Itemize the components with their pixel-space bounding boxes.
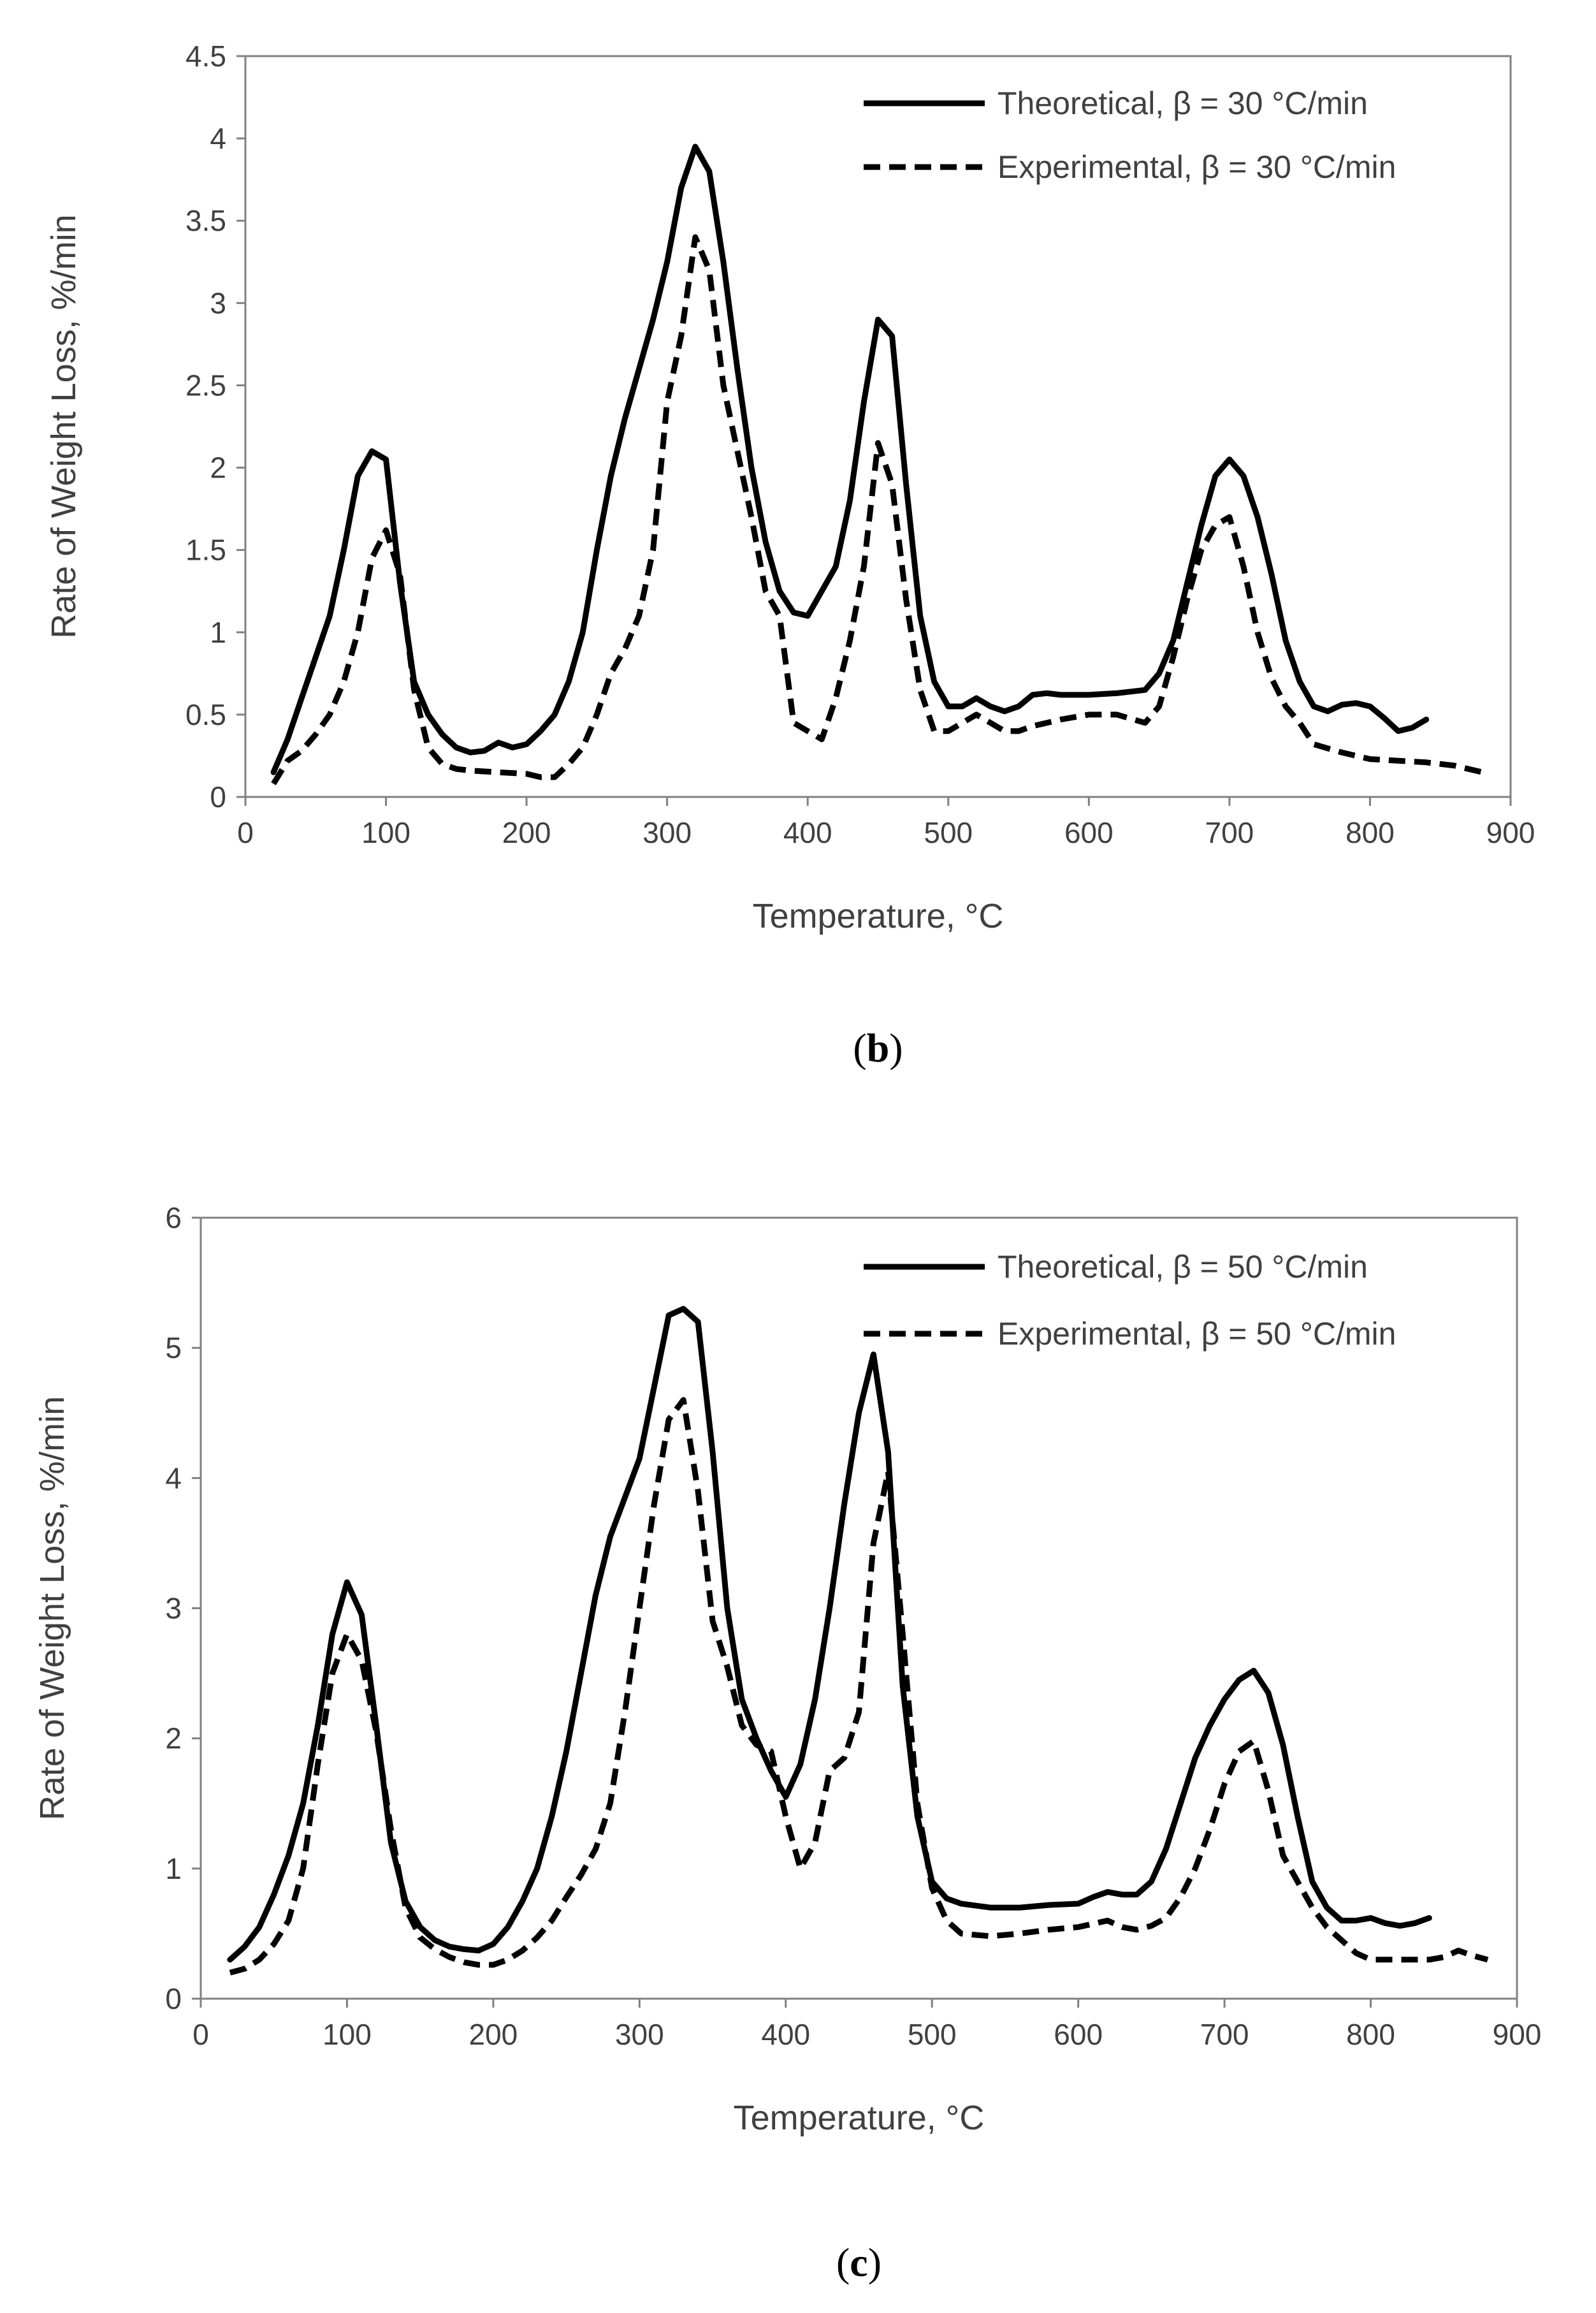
x-tick-label: 200 [469,2018,518,2051]
y-tick-label: 2.5 [185,368,226,402]
legend: Theoretical, β = 50 °C/min Experimental,… [864,1249,1396,1352]
x-tick-label: 900 [1493,2018,1542,2051]
legend: Theoretical, β = 30 °C/min Experimental,… [864,85,1396,185]
legend-label-experimental: Experimental, β = 30 °C/min [998,149,1396,185]
caption-letter: c [850,2240,867,2285]
caption-close-paren: ) [868,2240,881,2285]
x-tick-label: 900 [1486,816,1535,849]
panel-caption: (b) [853,1025,903,1070]
plot-area-frame [244,55,1512,798]
y-tick-label: 0 [210,780,226,814]
x-tick-label: 400 [761,2018,810,2051]
series-line-theoretical [270,143,1430,775]
series-line-experimental [271,234,1483,785]
x-tick-label: 200 [502,816,551,849]
axis-ticks [192,1216,1518,2008]
caption-close-paren: ) [889,1025,903,1070]
x-tick-label: 500 [924,816,973,849]
chart-panel-b: 0 100 200 300 400 500 600 700 800 900 0 … [45,40,1535,1070]
x-tick-label: 300 [642,816,692,849]
y-tick-label: 3 [165,1592,182,1625]
y-tick-label: 4 [210,122,226,155]
x-tick-labels: 0 100 200 300 400 500 600 700 800 900 [237,816,1535,849]
series-line-theoretical [227,1306,1432,1963]
y-axis-title: Rate of Weight Loss, %/min [45,214,83,638]
y-tick-label: 1.5 [185,534,226,567]
y-axis-title: Rate of Weight Loss, %/min [33,1396,71,1820]
y-tick-label: 5 [165,1331,182,1364]
series-line-experimental [229,1397,1489,1976]
x-tick-label: 700 [1200,2018,1249,2051]
panel-caption: (c) [836,2240,881,2285]
x-axis-title: Temperature, °C [734,2099,985,2137]
y-tick-label: 4 [165,1461,182,1494]
x-tick-label: 400 [783,816,832,849]
y-tick-label: 1 [210,616,226,649]
legend-label-experimental: Experimental, β = 50 °C/min [998,1316,1396,1352]
y-tick-label: 0 [165,1982,182,2015]
y-tick-label: 1 [165,1852,182,1885]
x-tick-label: 600 [1064,816,1114,849]
x-tick-label: 600 [1054,2018,1103,2051]
x-tick-label: 0 [237,816,254,849]
y-tick-label: 6 [165,1201,182,1234]
x-tick-label: 500 [908,2018,957,2051]
axis-ticks [236,55,1512,806]
y-tick-label: 3.5 [185,204,226,237]
x-tick-label: 100 [361,816,410,849]
legend-label-theoretical: Theoretical, β = 50 °C/min [998,1249,1368,1285]
chart-panel-c: 0 100 200 300 400 500 600 700 800 900 0 … [33,1201,1541,2285]
y-tick-label: 4.5 [185,40,226,73]
caption-open-paren: ( [836,2240,850,2285]
caption-letter: b [867,1025,890,1070]
y-tick-label: 2 [210,451,226,485]
x-tick-label: 800 [1346,816,1395,849]
x-tick-label: 700 [1205,816,1254,849]
x-tick-label: 100 [323,2018,372,2051]
legend-label-theoretical: Theoretical, β = 30 °C/min [998,85,1368,121]
x-tick-labels: 0 100 200 300 400 500 600 700 800 900 [192,2018,1541,2051]
x-tick-label: 300 [615,2018,664,2051]
x-tick-label: 0 [192,2018,209,2051]
y-tick-label: 0.5 [185,698,226,731]
y-tick-labels: 0 1 2 3 4 5 6 [165,1201,182,2015]
y-tick-label: 3 [210,286,226,319]
x-axis-title: Temperature, °C [753,897,1004,935]
x-tick-label: 800 [1346,2018,1395,2051]
y-tick-labels: 0 0.5 1 1.5 2 2.5 3 3.5 4 4.5 [185,40,226,814]
caption-open-paren: ( [853,1025,866,1070]
y-tick-label: 2 [165,1722,182,1755]
